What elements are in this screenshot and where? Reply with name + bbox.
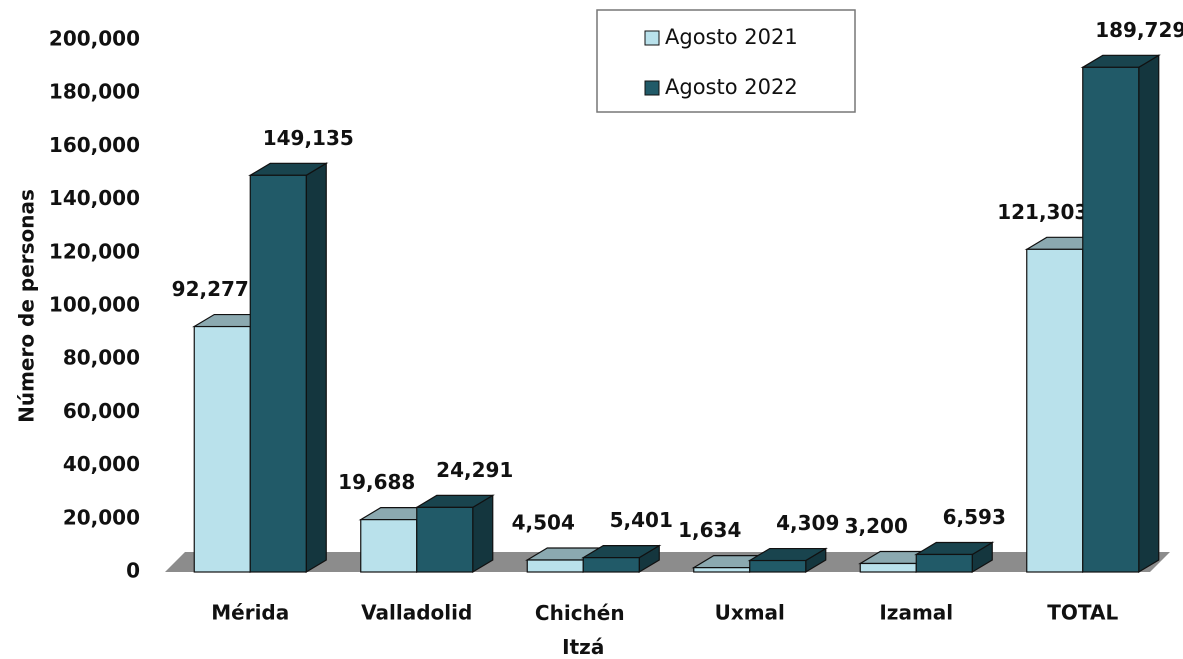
- y-tick-label: 40,000: [63, 452, 140, 476]
- y-tick-label: 160,000: [49, 133, 140, 157]
- bar: [526, 559, 584, 573]
- value-label: 92,277: [172, 277, 249, 301]
- y-tick-label: 80,000: [63, 346, 140, 370]
- x-tick-label: Mérida: [211, 601, 289, 625]
- value-label: 6,593: [943, 505, 1006, 529]
- bar: [749, 559, 807, 573]
- y-tick-label: 140,000: [49, 186, 140, 210]
- bar-side: [305, 162, 327, 574]
- bar: [360, 519, 418, 573]
- value-label: 4,504: [512, 511, 575, 535]
- x-tick-label: Valladolid: [361, 601, 472, 625]
- value-label: 24,291: [436, 458, 513, 482]
- bar: [193, 325, 251, 573]
- value-label: 149,135: [263, 126, 354, 150]
- bar: [1082, 66, 1140, 573]
- x-tick-label: Chichén Itzá: [535, 601, 632, 659]
- legend-swatch: [644, 30, 660, 46]
- value-label: 121,303: [997, 200, 1088, 224]
- legend-label: Agosto 2022: [665, 75, 798, 99]
- legend: Agosto 2021 Agosto 2022: [596, 9, 856, 113]
- bar-side: [472, 494, 494, 574]
- value-label: 5,401: [610, 508, 673, 532]
- y-tick-label: 0: [126, 559, 140, 583]
- bar: [416, 506, 474, 573]
- bar: [249, 174, 307, 573]
- y-axis-label: Número de personas: [15, 189, 39, 423]
- bar: [582, 557, 640, 573]
- y-tick-label: 180,000: [49, 80, 140, 104]
- x-tick-label: TOTAL: [1047, 601, 1118, 625]
- y-tick-label: 20,000: [63, 505, 140, 529]
- y-tick-label: 120,000: [49, 239, 140, 263]
- value-label: 19,688: [338, 470, 415, 494]
- value-label: 1,634: [678, 518, 741, 542]
- y-tick-label: 60,000: [63, 399, 140, 423]
- bar: [1026, 248, 1084, 573]
- bar: [915, 553, 973, 573]
- value-label: 189,729: [1095, 18, 1183, 42]
- value-label: 4,309: [776, 511, 839, 535]
- bar: [859, 562, 917, 573]
- value-label: 3,200: [845, 514, 908, 538]
- bar-side: [1138, 54, 1160, 574]
- y-tick-label: 100,000: [49, 293, 140, 317]
- x-tick-label: Uxmal: [715, 601, 785, 625]
- legend-box: [596, 9, 856, 113]
- bar: [693, 567, 751, 573]
- legend-swatch: [644, 80, 660, 96]
- x-tick-label: Izamal: [879, 601, 953, 625]
- legend-label: Agosto 2021: [665, 25, 798, 49]
- y-tick-label: 200,000: [49, 27, 140, 51]
